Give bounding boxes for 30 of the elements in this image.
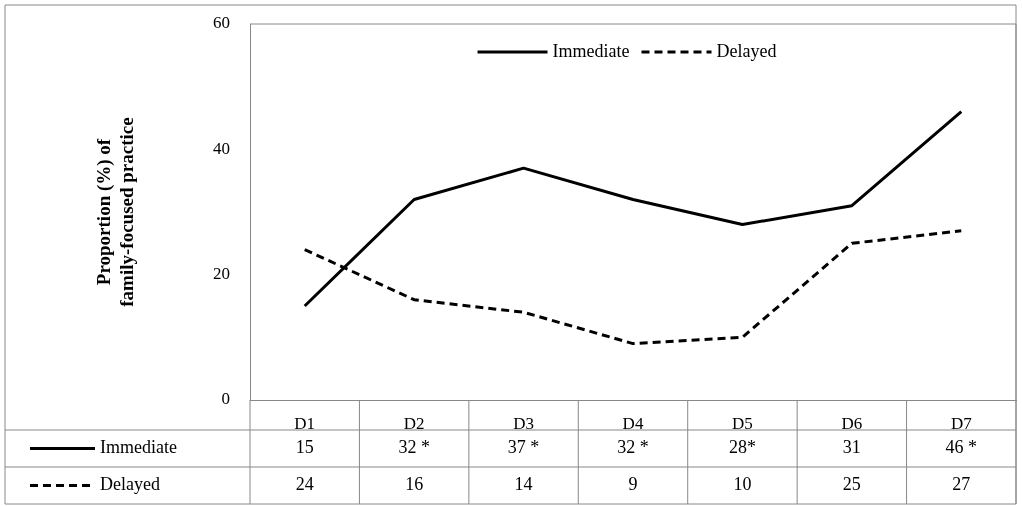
- x-tick-label: D2: [403, 413, 425, 433]
- data-label: 25: [842, 474, 861, 495]
- data-label: 28*: [728, 437, 756, 458]
- x-tick-label: D4: [622, 413, 644, 433]
- data-label: 14: [514, 474, 533, 495]
- x-tick-label: D7: [950, 413, 973, 433]
- data-label: 15: [295, 437, 314, 458]
- text: Delayed: [100, 474, 160, 495]
- y-axis-title: Proportion (%) of family-focused practice: [93, 117, 138, 307]
- y-tick-label: 40: [213, 138, 230, 158]
- y-tick-label: 60: [213, 13, 230, 33]
- legend-label: Immediate: [552, 40, 630, 61]
- text: Immediate: [100, 437, 177, 458]
- x-tick-label: D3: [513, 413, 534, 433]
- legend-label: Delayed: [716, 40, 777, 61]
- data-label: 9: [628, 474, 638, 495]
- data-label: 37 *: [507, 437, 540, 458]
- y-tick-label: 20: [213, 264, 230, 284]
- data-label: 16: [405, 474, 424, 495]
- data-label: 31: [842, 437, 861, 458]
- y-tick-label: 0: [221, 389, 230, 409]
- x-tick-label: D5: [732, 413, 753, 433]
- data-label: 10: [733, 474, 752, 495]
- x-tick-label: D6: [841, 413, 863, 433]
- data-label: 27: [952, 474, 971, 495]
- x-tick-label: D1: [294, 413, 316, 433]
- data-label: 24: [295, 474, 314, 495]
- data-label: 32 *: [617, 437, 649, 458]
- data-label: 46 *: [945, 437, 978, 458]
- data-label: 32 *: [398, 437, 430, 458]
